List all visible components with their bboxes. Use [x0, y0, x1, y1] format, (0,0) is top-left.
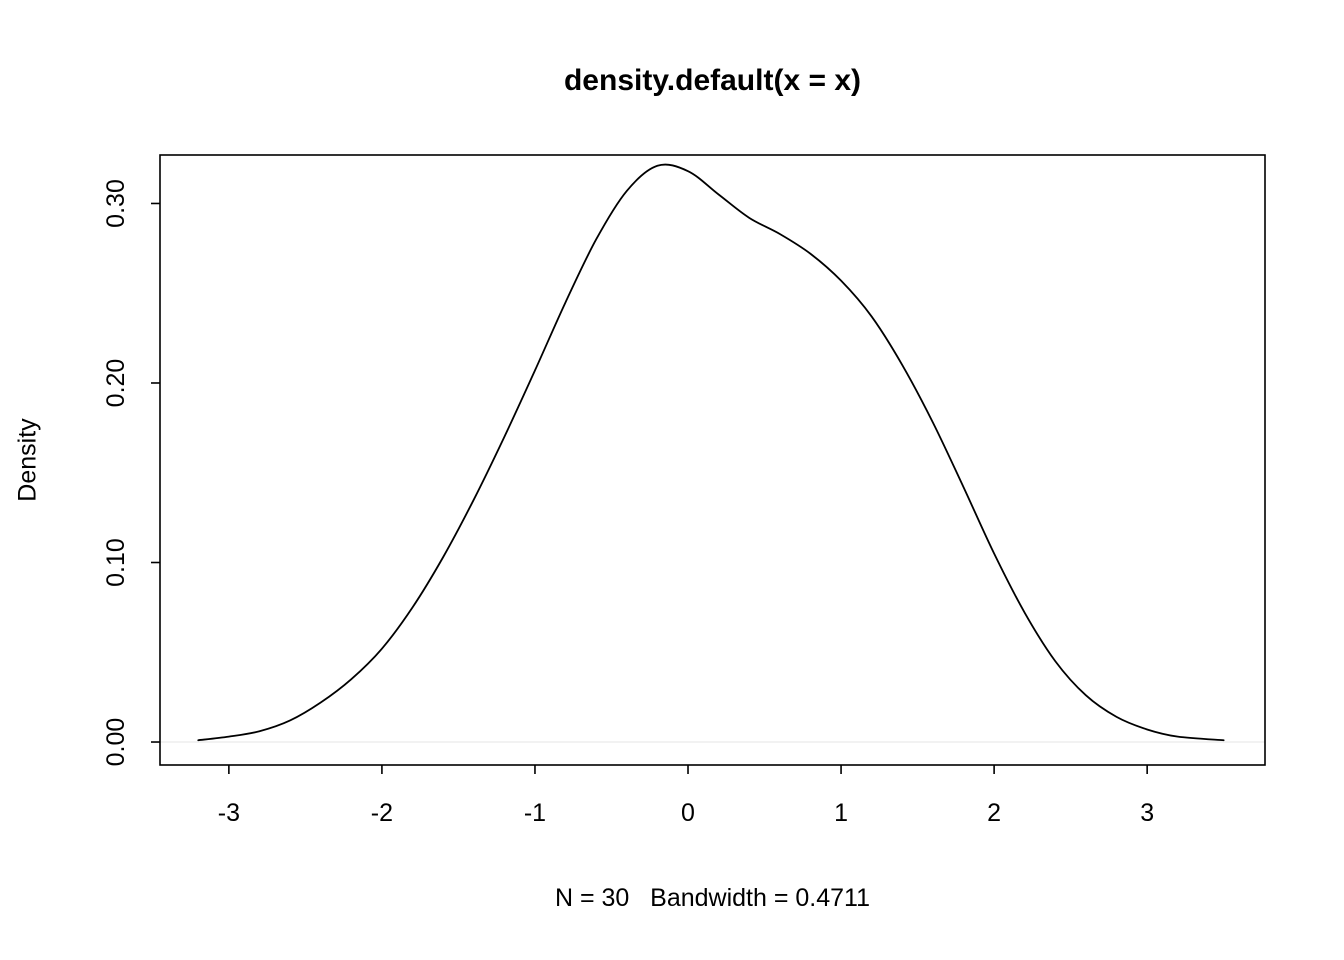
- y-tick-label: 0.10: [102, 538, 130, 587]
- y-tick-label: 0.00: [102, 718, 130, 767]
- plot-box: [159, 154, 1266, 766]
- chart-title: density.default(x = x): [563, 64, 861, 97]
- x-tick-label: 3: [1140, 799, 1154, 827]
- x-tick-label: 1: [834, 799, 848, 827]
- x-tick-label: 0: [681, 799, 695, 827]
- x-tick-label: -3: [218, 799, 240, 827]
- x-tick-label: -1: [524, 799, 546, 827]
- x-axis-label: N = 30 Bandwidth = 0.4711: [554, 884, 871, 912]
- density-curve: [197, 163, 1225, 742]
- x-tick-label: 2: [987, 799, 1001, 827]
- x-tick-label: -2: [371, 799, 393, 827]
- y-tick-label: 0.20: [102, 359, 130, 408]
- y-tick-label: 0.30: [102, 179, 130, 228]
